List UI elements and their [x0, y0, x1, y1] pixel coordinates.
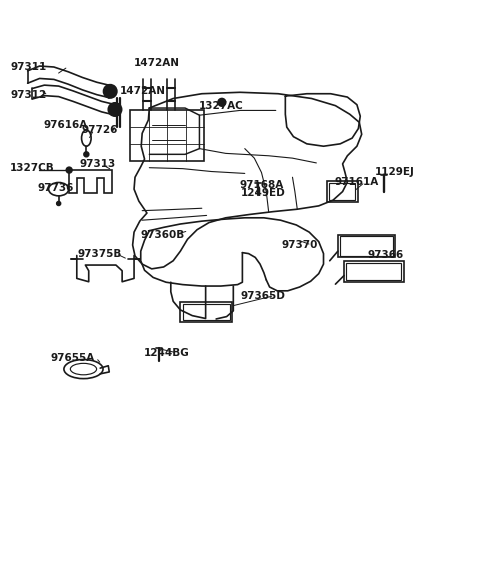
Text: 97736: 97736 — [37, 183, 73, 193]
Bar — [180, 302, 232, 322]
Text: 1327AC: 1327AC — [199, 100, 243, 111]
Bar — [344, 261, 404, 282]
Text: 1129EJ: 1129EJ — [374, 166, 414, 177]
Bar — [329, 183, 356, 200]
Circle shape — [218, 99, 226, 106]
Text: 1244BG: 1244BG — [144, 348, 189, 358]
Text: 97311: 97311 — [11, 61, 47, 72]
Circle shape — [66, 167, 72, 173]
Circle shape — [104, 84, 117, 98]
Circle shape — [108, 103, 121, 116]
Bar — [347, 263, 401, 280]
Text: 1472AN: 1472AN — [120, 86, 166, 96]
Text: 1249ED: 1249ED — [240, 188, 285, 198]
Circle shape — [57, 201, 60, 205]
Text: 97312: 97312 — [11, 90, 47, 100]
Text: 97655A: 97655A — [50, 352, 94, 363]
Text: 97360B: 97360B — [141, 230, 185, 239]
Bar — [327, 181, 358, 202]
Text: 97375B: 97375B — [78, 249, 122, 259]
Text: 97313: 97313 — [79, 160, 115, 169]
Text: 97366: 97366 — [368, 250, 404, 260]
Text: 1472AN: 1472AN — [134, 58, 180, 68]
Text: 97616A: 97616A — [43, 120, 88, 130]
Bar — [340, 236, 393, 255]
Bar — [183, 304, 229, 320]
Text: 1327CB: 1327CB — [10, 162, 55, 173]
Circle shape — [84, 152, 89, 157]
Text: 97370: 97370 — [282, 240, 318, 250]
Text: 97168A: 97168A — [239, 180, 283, 190]
Bar — [130, 110, 204, 161]
Text: 97365D: 97365D — [241, 290, 286, 301]
Bar — [338, 235, 395, 257]
Text: 97726: 97726 — [82, 125, 118, 134]
Text: 97161A: 97161A — [335, 177, 379, 187]
